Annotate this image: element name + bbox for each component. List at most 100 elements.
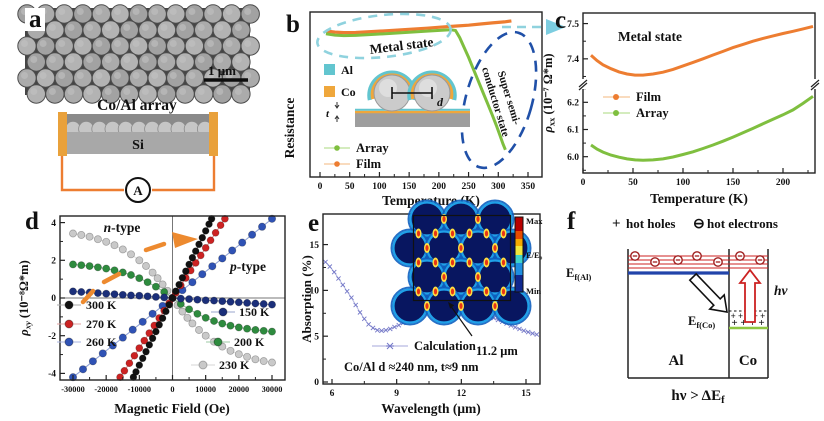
marker-200K — [143, 278, 152, 287]
marker-300K — [165, 301, 173, 309]
d-x-axis-title: Magnetic Field (Oe) — [114, 401, 229, 416]
marker-230K — [243, 352, 252, 361]
marker-300K — [132, 368, 140, 376]
calc-legend-label: Calculation — [414, 339, 476, 353]
hotspot-core — [416, 288, 421, 295]
sem-sphere-highlight — [188, 8, 196, 15]
hotspot-core — [425, 303, 429, 309]
field-colorbar — [515, 217, 523, 292]
sem-sphere-highlight — [197, 88, 205, 95]
hv-label: hν — [774, 283, 789, 298]
si-label: Si — [132, 138, 144, 153]
sem-sphere-highlight — [141, 88, 149, 95]
legend-marker-150k — [218, 307, 228, 317]
marker-x — [392, 324, 397, 330]
marker-230K — [259, 357, 268, 366]
marker-230K — [234, 350, 243, 359]
marker-x — [525, 329, 531, 335]
marker-230K — [135, 256, 144, 265]
hot-electrons-symbol: ⊖ — [693, 217, 705, 232]
array-legend-label: Array — [636, 106, 669, 120]
sem-sphere — [101, 52, 121, 72]
colorbar-max-label: Max — [526, 216, 543, 226]
marker-150K — [127, 291, 135, 300]
marker-150K — [110, 290, 119, 299]
x-tick-label: -10000 — [128, 385, 152, 394]
sem-sphere-highlight — [132, 40, 140, 47]
marker-270K — [201, 244, 210, 252]
marker-270K — [130, 351, 139, 360]
marker-230K — [69, 229, 77, 238]
sem-sphere — [45, 52, 65, 72]
marker-200K — [259, 326, 268, 335]
c-ylabel-rho: ρ — [541, 126, 555, 134]
hotspot-core — [501, 230, 506, 237]
film-legend-marker — [613, 94, 619, 100]
hotspot-core — [476, 274, 480, 280]
sem-sphere — [203, 4, 223, 24]
sem-sphere — [101, 20, 121, 40]
film-legend-label: Film — [636, 90, 662, 104]
y-tick-label: 5 — [314, 332, 319, 342]
legend-marker-270k — [64, 319, 74, 329]
marker-230K — [183, 313, 192, 322]
sem-sphere — [35, 68, 56, 88]
holes-row-large: + + + + — [731, 317, 764, 329]
panel-a: 1 μm a Co/Al array Si A — [17, 4, 260, 203]
sem-image: 1 μm — [17, 4, 260, 104]
n-type-label: n-type — [104, 220, 141, 235]
c-y-axis-title: ρxx (10⁻⁷ Ω*m) — [541, 53, 557, 133]
sem-sphere — [110, 36, 130, 56]
marker-300K — [188, 253, 197, 262]
marker-x — [336, 276, 341, 281]
electron-transfer-arrow — [688, 272, 728, 313]
sem-sphere — [26, 52, 46, 72]
sem-sphere-highlight — [123, 56, 131, 63]
sem-sphere — [240, 36, 260, 56]
marker-300K — [152, 327, 160, 336]
c-ylabel-sub: xx — [547, 117, 557, 126]
legend-label-270k: 270 K — [86, 317, 117, 331]
x-tick-label: 15 — [521, 389, 531, 399]
n-italic: n — [104, 220, 112, 235]
sem-sphere — [156, 20, 177, 40]
marker-300K — [182, 267, 190, 275]
x-tick-label: 200 — [776, 178, 791, 188]
y-tick-label: 10 — [310, 287, 320, 297]
marker-230K — [85, 232, 94, 241]
sem-sphere-highlight — [104, 88, 112, 95]
c-x-axis-title: Temperature (K) — [650, 191, 748, 206]
sem-sphere-highlight — [169, 8, 177, 15]
sem-sphere-highlight — [169, 72, 177, 79]
x-tick-label: 250 — [461, 182, 476, 192]
marker-200K — [201, 313, 210, 322]
wavelength-annotation: 11.2 μm — [476, 344, 518, 358]
marker-x — [512, 324, 518, 330]
x-tick-label: 100 — [372, 182, 387, 192]
d-ylabel-sub: xy — [23, 321, 33, 330]
marker-260K — [128, 325, 137, 334]
sem-sphere — [231, 84, 251, 104]
sem-sphere-highlight — [95, 40, 103, 47]
t-arrow-down — [334, 102, 340, 109]
marker-300K — [201, 227, 210, 235]
params-label: Co/Al d ≈240 nm, t≈9 nm — [344, 360, 479, 374]
marker-x — [331, 269, 337, 275]
marker-150K — [243, 298, 252, 307]
sem-sphere — [138, 52, 158, 72]
sem-sphere — [175, 20, 195, 40]
field-sphere — [460, 288, 496, 324]
x-tick-label: 0 — [581, 178, 586, 188]
sem-sphere-highlight — [234, 24, 242, 31]
marker-260K — [148, 309, 157, 318]
sem-sphere-highlight — [104, 56, 112, 63]
marker-230K — [102, 237, 111, 246]
sem-sphere — [147, 68, 167, 88]
b-legend: Array Film — [324, 141, 389, 171]
sem-sphere-highlight — [160, 24, 168, 31]
marker-150K — [234, 298, 243, 307]
sem-sphere-highlight — [141, 24, 149, 31]
sem-sphere-highlight — [216, 88, 224, 95]
marker-300K — [155, 321, 163, 329]
